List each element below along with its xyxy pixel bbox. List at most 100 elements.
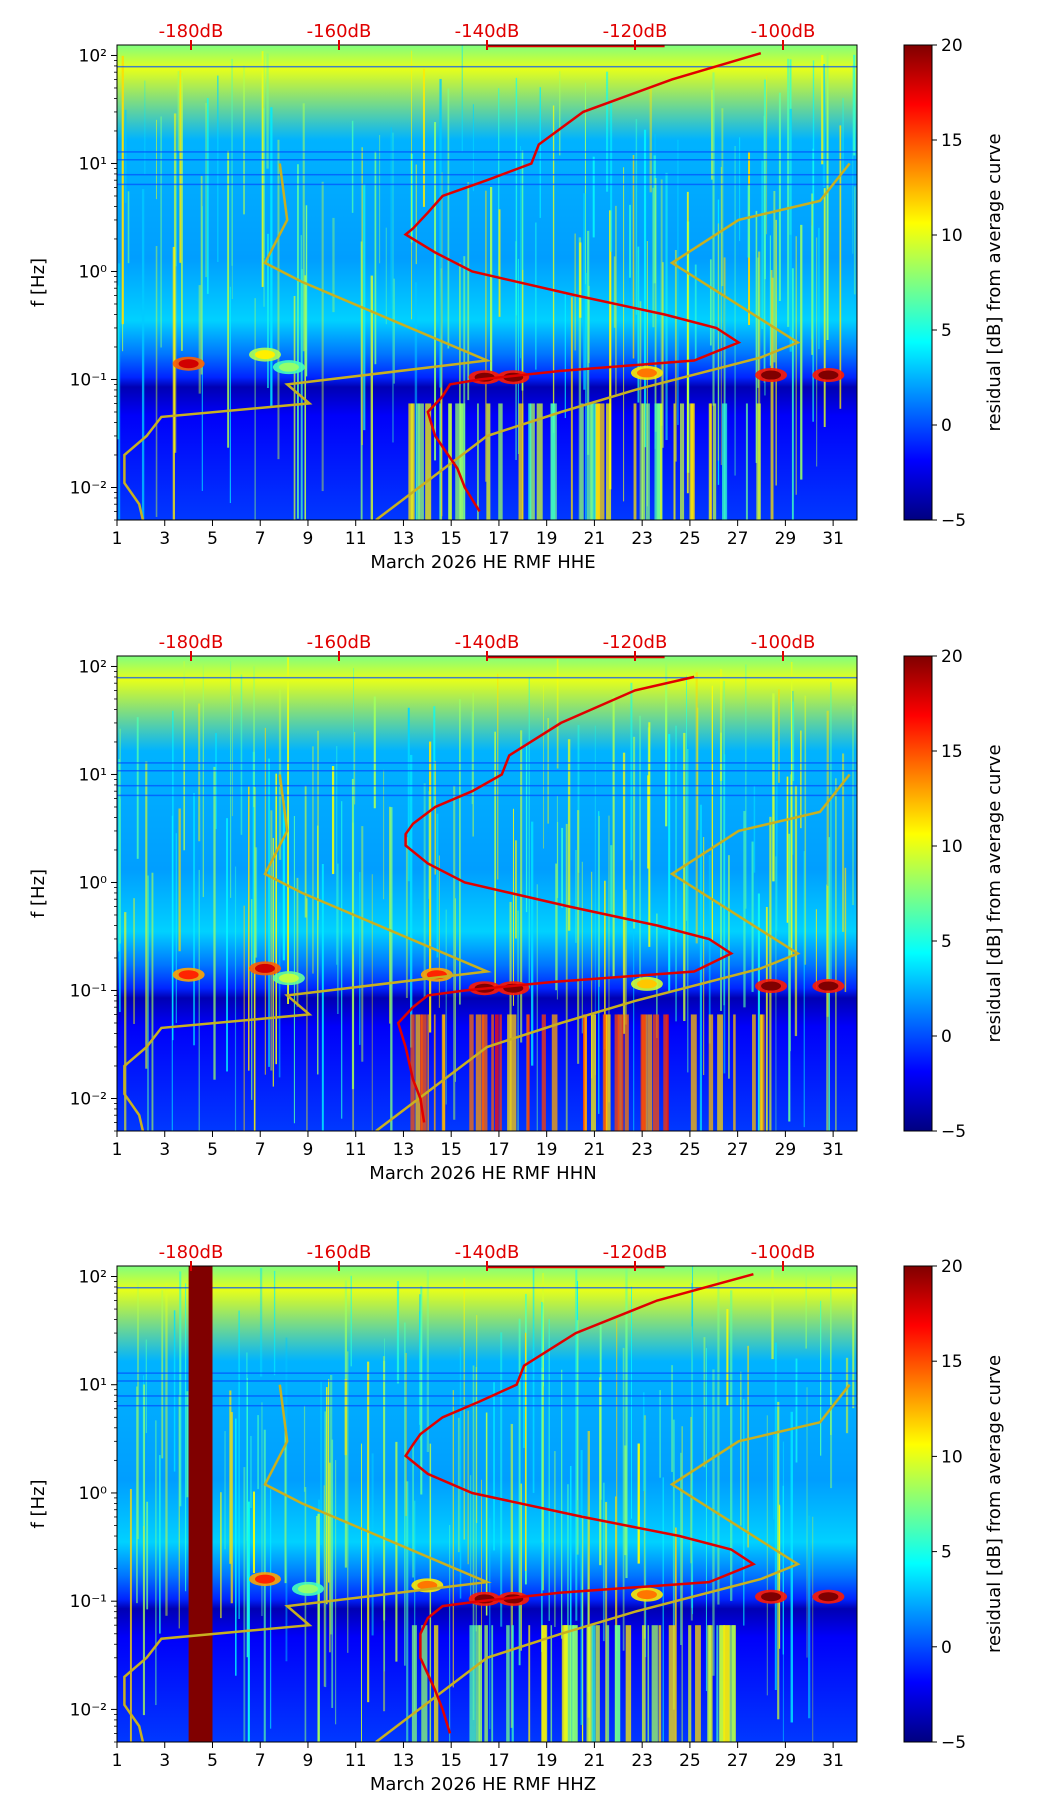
y-axis-label: f [Hz] [28,258,49,307]
x-tick-label: 21 [584,1751,606,1771]
heatmap-streak [282,800,285,961]
heatmap-streak [528,677,530,989]
heatmap-streak [556,822,559,899]
heatmap-hotspot [255,350,275,360]
heatmap-low-frequency-burst [633,403,637,520]
heatmap-streak [217,75,219,262]
heatmap-streak [788,833,791,1122]
heatmap-streak [467,1410,469,1565]
heatmap-streak [577,810,580,1064]
x-tick-label: 23 [631,529,653,549]
heatmap-streak [717,1268,720,1605]
heatmap-streak [639,715,641,984]
heatmap-streak [136,1386,138,1604]
db-tick-label: -100dB [751,21,816,42]
heatmap-streak [293,295,296,520]
heatmap-streak [118,263,121,520]
heatmap-streak [360,241,363,520]
heatmap-streak [598,815,600,987]
heatmap-streak [350,1275,352,1367]
colorbar-tick-label: 15 [941,1352,963,1372]
heatmap-streak [304,785,307,918]
heatmap-streak [133,898,135,1024]
heatmap-streak [335,1460,337,1725]
heatmap-streak [155,1420,157,1706]
heatmap-low-frequency-burst [605,1014,611,1131]
heatmap-streak [229,1390,232,1564]
heatmap-low-frequency-burst [425,403,432,520]
heatmap-streak [613,256,616,328]
heatmap-streak [791,268,794,520]
heatmap-streak [770,270,773,520]
heatmap-streak [517,258,519,455]
colorbar-hhz: −5 0 5 10 15 20 residual [dB] from average cur… [903,1257,1005,1753]
mean-psd-curve [396,675,734,1123]
heatmap-streak [610,102,613,252]
db-tick-label: -180dB [159,632,224,653]
heatmap-streak [178,808,181,952]
heatmap-streak [686,191,689,494]
heatmap-low-frequency-burst [518,403,524,520]
heatmap-streak [777,1401,780,1720]
heatmap-low-frequency-burst [591,1625,596,1742]
heatmap-streak [481,1479,483,1742]
heatmap-streak [422,68,426,207]
heatmap-streak [461,45,463,152]
heatmap-streak [683,732,686,1022]
heatmap-low-frequency-burst [477,403,479,520]
heatmap-streak [235,1418,237,1676]
heatmap-streak [231,695,233,817]
heatmap-streak [320,1381,322,1545]
heatmap-streak [543,685,545,849]
heatmap-streak [331,766,335,875]
heatmap-streak [489,1518,491,1730]
heatmap-streak [331,1439,334,1708]
heatmap-streak [238,1310,240,1619]
x-tick-label: 19 [536,1140,558,1160]
heatmap-low-frequency-burst [418,403,424,520]
heatmap-streak [142,1384,145,1716]
heatmap-streak [434,122,437,461]
heatmap-streak [230,1412,233,1604]
heatmap-low-frequency-burst [654,403,661,520]
heatmap-streak [637,246,640,403]
heatmap-streak [344,1379,348,1456]
db-tick-label: -180dB [159,1242,224,1263]
heatmap-streak [463,256,466,520]
heatmap-low-frequency-burst [621,1014,624,1131]
x-axis-label: March 2026 HE RMF HHZ [370,1774,596,1795]
heatmap-low-frequency-burst [688,1625,692,1742]
heatmap-streak [775,856,777,1131]
heatmap-streak [127,191,130,264]
heatmap-low-frequency-burst [541,1625,547,1742]
x-tick-label: 21 [584,1140,606,1160]
heatmap-hotspot [255,963,275,973]
heatmap-spectral-line [117,1404,857,1407]
x-tick-label: 25 [679,1751,701,1771]
heatmap-streak [548,1318,550,1621]
heatmap-streak [433,706,436,810]
heatmap-streak [795,236,797,495]
heatmap-low-frequency-burst [448,403,452,520]
heatmap-streak [721,108,724,287]
heatmap-streak [500,1332,503,1627]
heatmap-low-frequency-burst [551,403,556,520]
heatmap-streak [808,1515,811,1719]
heatmap-area [117,656,857,1131]
heatmap-streak [129,1488,132,1742]
heatmap-streak [637,1443,640,1564]
heatmap-streak [765,906,768,1131]
heatmap-low-frequency-burst [614,1625,621,1742]
heatmap-streak [774,1342,777,1691]
heatmap-low-frequency-burst [421,1625,428,1742]
heatmap-streak [253,666,256,808]
heatmap-streak [493,1382,495,1551]
heatmap-streak [773,1435,775,1520]
heatmap-low-frequency-burst [602,1014,608,1131]
heatmap-streak [144,80,146,175]
heatmap-hotspot [255,1574,275,1584]
heatmap-streak [273,1270,276,1376]
heatmap-streak [405,837,408,998]
heatmap-low-frequency-burst [550,1625,553,1742]
heatmap-streak [145,761,148,1069]
